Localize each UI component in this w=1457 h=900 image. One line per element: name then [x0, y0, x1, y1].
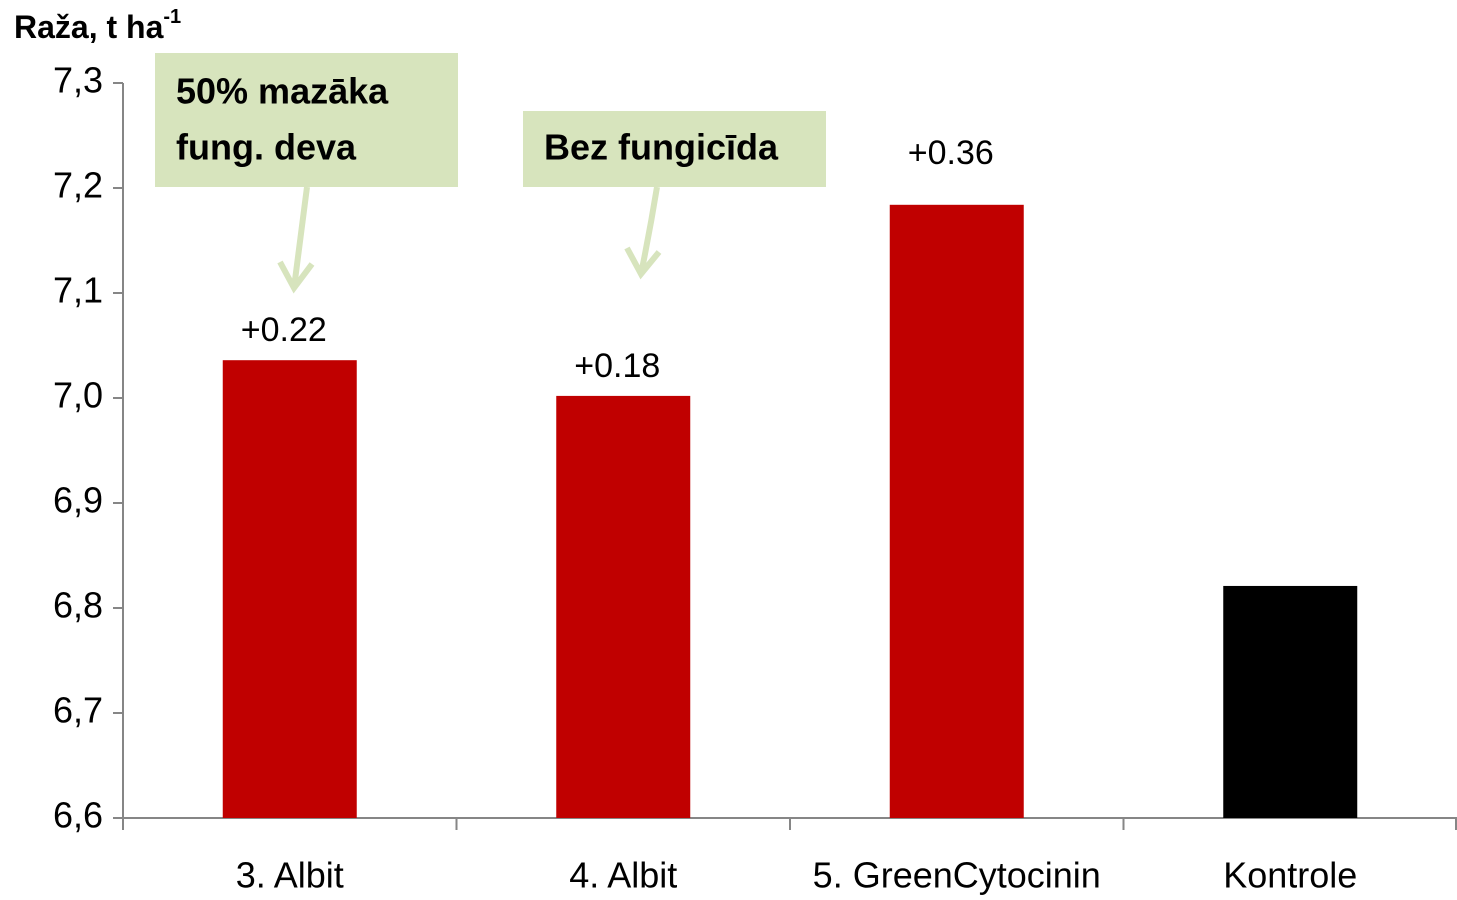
callout-1: 50% mazāka fung. deva — [155, 53, 458, 294]
bar-annotation: +0.18 — [574, 347, 660, 385]
x-tick-label: 4. Albit — [569, 855, 677, 896]
callout-box — [155, 53, 458, 187]
callout-text: 50% mazāka — [176, 71, 389, 112]
callout-box — [523, 111, 826, 187]
y-tick-label: 7,0 — [53, 375, 103, 416]
y-tick-label: 6,8 — [53, 585, 103, 626]
y-tick-label: 6,7 — [53, 690, 103, 731]
callout-arrow — [624, 186, 662, 280]
y-tick-label: 6,6 — [53, 795, 103, 836]
x-tick-label: Kontrole — [1223, 855, 1357, 896]
bar-annotation: +0.36 — [908, 134, 994, 172]
y-axis-title-sup: -1 — [163, 6, 181, 28]
callout-arrow — [277, 186, 315, 294]
bar — [889, 204, 1024, 819]
bar — [1223, 585, 1358, 818]
x-tick-label: 3. Albit — [236, 855, 344, 896]
y-axis-title-main: Raža, t ha — [14, 9, 164, 45]
bar-annotation: +0.22 — [241, 311, 327, 349]
callout-text: Bez fungicīda — [544, 127, 779, 168]
y-tick-label: 7,1 — [53, 270, 103, 311]
y-tick-label: 7,2 — [53, 165, 103, 206]
bar — [556, 395, 691, 818]
callout-text: fung. deva — [176, 127, 357, 168]
y-tick-label: 7,3 — [53, 60, 103, 101]
x-tick-label: 5. GreenCytocinin — [813, 855, 1101, 896]
y-tick-label: 6,9 — [53, 480, 103, 521]
y-axis-title: Raža, t ha-1 — [14, 6, 181, 45]
bar — [222, 360, 357, 818]
callout-2: Bez fungicīda — [523, 111, 826, 280]
